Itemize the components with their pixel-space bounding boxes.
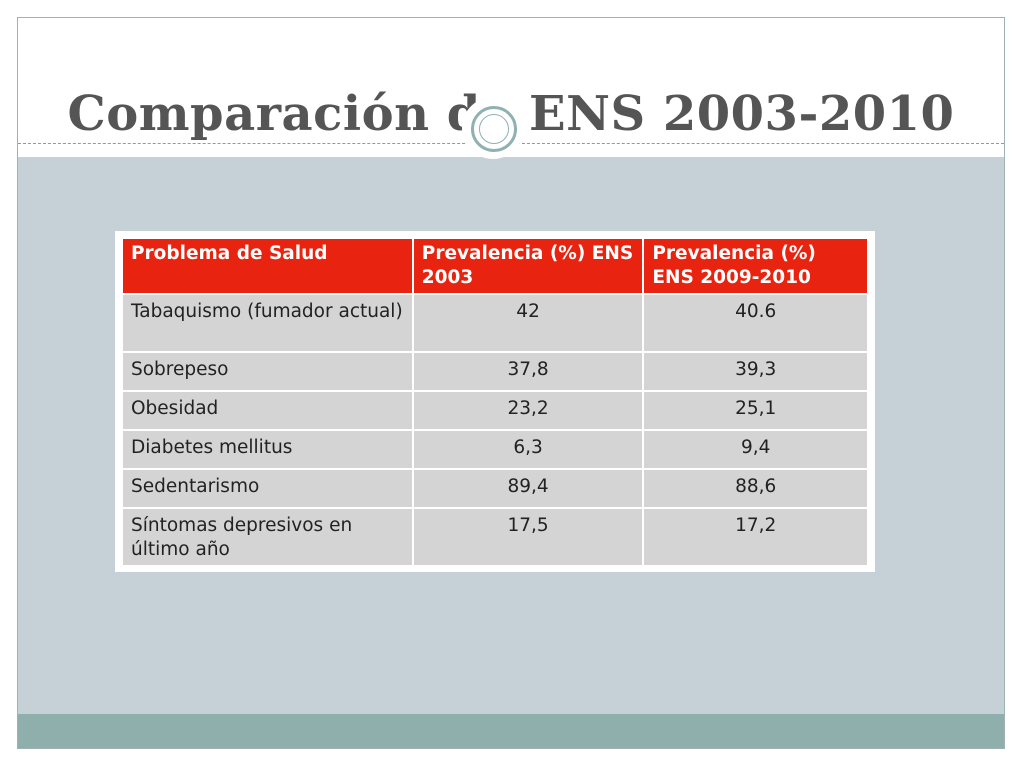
cell-problema: Obesidad [121, 390, 414, 431]
health-comparison-table: Problema de Salud Prevalencia (%) ENS 20… [121, 237, 869, 567]
cell-ens-2009-2010: 39,3 [642, 351, 869, 392]
table-row: Sedentarismo 89,4 88,6 [121, 468, 869, 509]
table-row: Diabetes mellitus 6,3 9,4 [121, 429, 869, 470]
cell-problema: Sedentarismo [121, 468, 414, 509]
cell-ens-2003: 17,5 [411, 507, 645, 567]
cell-ens-2009-2010: 9,4 [642, 429, 869, 470]
header-ens-2009-2010: Prevalencia (%) ENS 2009-2010 [642, 237, 869, 295]
cell-ens-2009-2010: 88,6 [642, 468, 869, 509]
cell-ens-2003: 23,2 [411, 390, 645, 431]
table-header-row: Problema de Salud Prevalencia (%) ENS 20… [121, 237, 869, 295]
table-row: Sobrepeso 37,8 39,3 [121, 351, 869, 392]
cell-ens-2003: 6,3 [411, 429, 645, 470]
table-row: Obesidad 23,2 25,1 [121, 390, 869, 431]
cell-problema: Síntomas depresivos en último año [121, 507, 414, 567]
cell-ens-2003: 89,4 [411, 468, 645, 509]
cell-ens-2003: 42 [411, 293, 645, 353]
table-row: Tabaquismo (fumador actual) 42 40.6 [121, 293, 869, 353]
circle-ornament-icon [462, 97, 524, 159]
header-problema: Problema de Salud [121, 237, 414, 295]
cell-ens-2009-2010: 25,1 [642, 390, 869, 431]
footer-bar [18, 714, 1004, 748]
table-container: Problema de Salud Prevalencia (%) ENS 20… [115, 231, 875, 572]
cell-problema: Tabaquismo (fumador actual) [121, 293, 414, 353]
cell-problema: Sobrepeso [121, 351, 414, 392]
header-ens-2003: Prevalencia (%) ENS 2003 [411, 237, 645, 295]
cell-ens-2009-2010: 40.6 [642, 293, 869, 353]
cell-ens-2009-2010: 17,2 [642, 507, 869, 567]
table-row: Síntomas depresivos en último año 17,5 1… [121, 507, 869, 567]
cell-ens-2003: 37,8 [411, 351, 645, 392]
cell-problema: Diabetes mellitus [121, 429, 414, 470]
